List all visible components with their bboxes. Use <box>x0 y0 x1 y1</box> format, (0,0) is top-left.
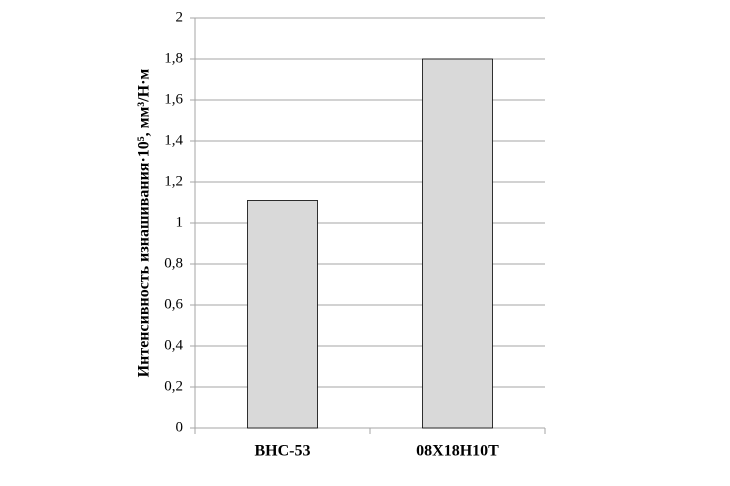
y-tick-label: 0,8 <box>164 255 183 271</box>
y-tick-label: 1 <box>176 214 184 230</box>
y-axis-label: Интенсивность изнашивания·10⁵, мм³/Н·м <box>136 69 153 378</box>
y-tick-label: 0,6 <box>164 296 183 312</box>
y-tick-label: 1,8 <box>164 50 183 66</box>
y-tick-label: 0,4 <box>164 337 183 353</box>
y-tick-label: 1,6 <box>164 91 183 107</box>
bar <box>247 200 318 429</box>
y-tick-label: 1,4 <box>164 132 183 148</box>
bar <box>422 58 493 429</box>
x-tick-label: ВНС-53 <box>255 443 311 460</box>
y-tick-label: 2 <box>176 9 184 25</box>
y-tick-label: 1,2 <box>164 173 183 189</box>
y-tick-label: 0 <box>176 419 184 435</box>
x-tick-label: 08Х18Н10Т <box>416 443 499 460</box>
y-tick-label: 0,2 <box>164 378 183 394</box>
